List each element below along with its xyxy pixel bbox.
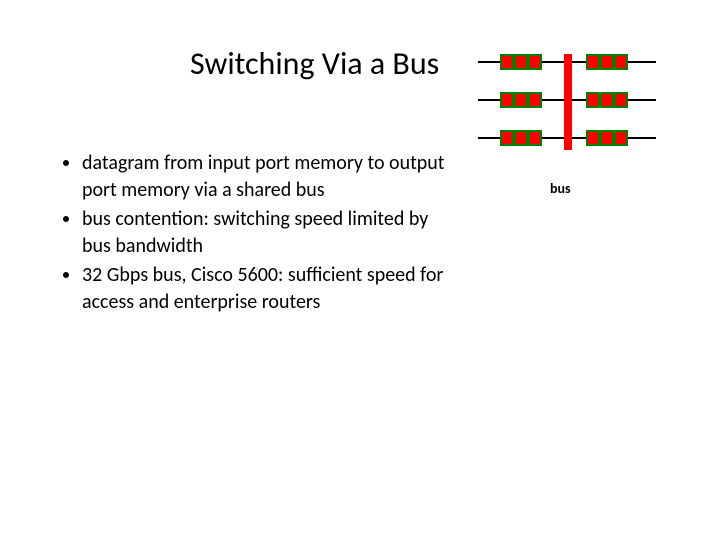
slide-title: Switching Via a Bus — [190, 44, 439, 83]
bullet-item: bus contention: switching speed limited … — [82, 206, 460, 260]
bus-diagram — [478, 50, 658, 160]
bus-diagram-svg — [478, 50, 658, 160]
bullet-item: datagram from input port memory to outpu… — [82, 150, 460, 204]
bullet-list: datagram from input port memory to outpu… — [60, 150, 460, 318]
bullet-item: 32 Gbps bus, Cisco 5600: sufficient spee… — [82, 262, 460, 316]
bus-label: bus — [550, 180, 571, 197]
